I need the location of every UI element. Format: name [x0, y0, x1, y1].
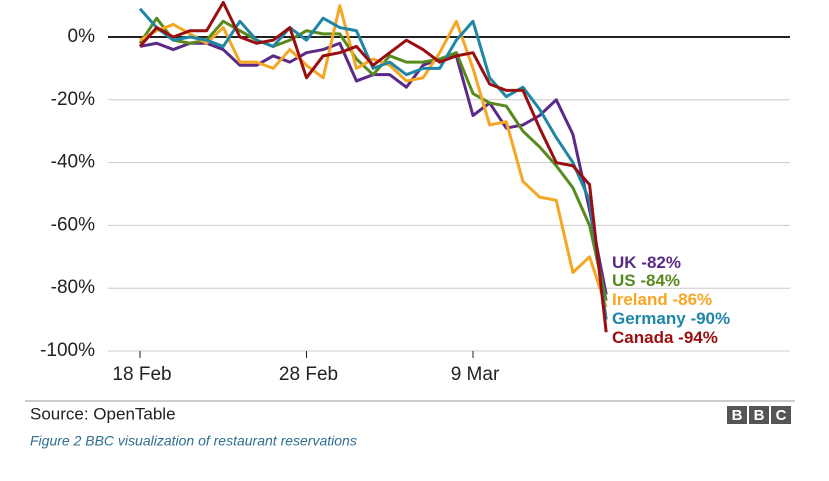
x-tick-label: 9 Mar	[451, 364, 500, 385]
logo-letter: B	[732, 407, 743, 424]
y-tick-label: -40%	[51, 152, 95, 173]
y-tick-label: -100%	[40, 340, 95, 361]
logo-letter: B	[754, 407, 765, 424]
series-line	[138, 7, 608, 320]
series-name: Canada	[612, 328, 674, 347]
end-label: Germany -90%	[612, 309, 730, 328]
logo-box	[771, 406, 791, 424]
value-label: -86%	[672, 290, 712, 309]
y-tick-label: -80%	[51, 277, 95, 298]
series-line	[138, 0, 608, 333]
logo-box	[727, 406, 747, 424]
series-line	[139, 4, 608, 308]
y-tick-label: -20%	[51, 89, 95, 110]
value-label: -84%	[640, 271, 680, 290]
value-label: -82%	[641, 253, 681, 272]
x-tick-label: 18 Feb	[112, 364, 171, 385]
series-name: Germany	[612, 309, 686, 328]
series-name: UK	[612, 253, 637, 272]
logo-box	[749, 406, 769, 424]
y-tick-label: 0%	[68, 26, 96, 47]
series-name: US	[612, 271, 636, 290]
end-label: Canada -94%	[612, 328, 718, 347]
end-label: Ireland -86%	[612, 290, 712, 309]
y-tick-label: -60%	[51, 214, 95, 235]
series-line	[139, 41, 608, 295]
value-label: -94%	[678, 328, 718, 347]
value-label: -90%	[690, 309, 730, 328]
series-name: Ireland	[612, 290, 668, 309]
end-label: UK -82%	[612, 253, 681, 272]
x-tick-label: 28 Feb	[279, 364, 338, 385]
logo-letter: C	[776, 407, 787, 424]
end-label: US -84%	[612, 271, 680, 290]
caption: Figure 2 BBC visualization of restaurant…	[30, 433, 357, 449]
series-line	[138, 16, 608, 302]
source: Source: OpenTable	[30, 404, 176, 423]
